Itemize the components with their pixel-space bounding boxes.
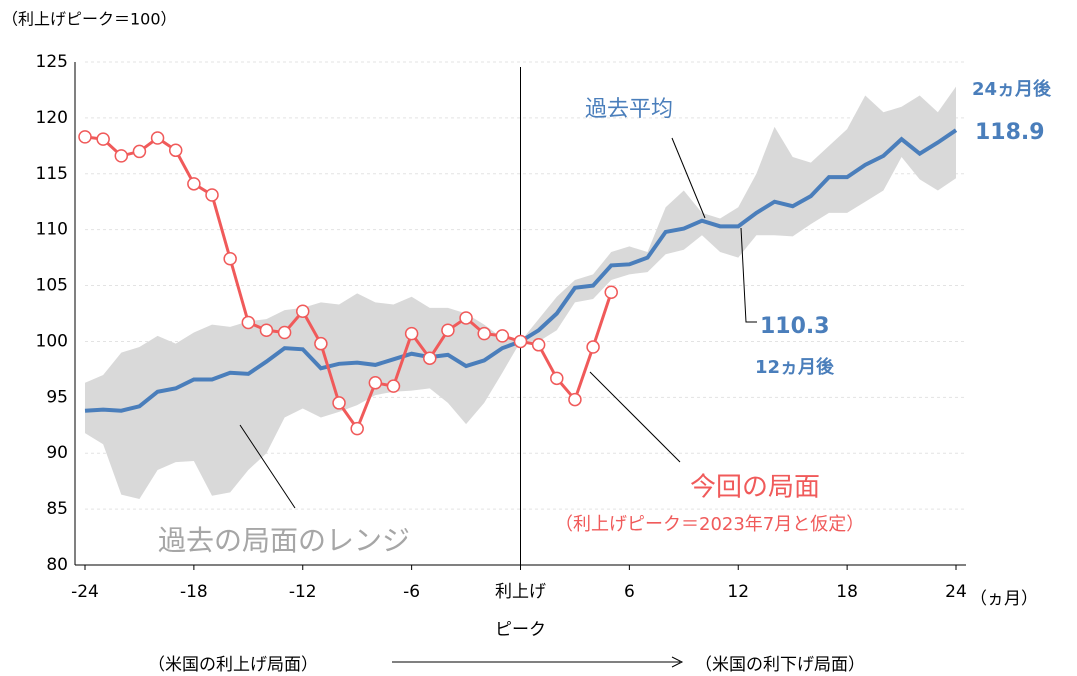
point — [350, 421, 364, 436]
y-tick-label: 100 — [36, 331, 68, 351]
x-tick-label: -18 — [179, 582, 208, 602]
y-tick-label: 120 — [36, 108, 68, 128]
point — [241, 315, 256, 330]
point — [296, 304, 310, 319]
point — [96, 132, 110, 146]
y-tick-label: 85 — [46, 499, 68, 519]
x-tick-label: -12 — [288, 582, 317, 602]
y-label: （利上げピーク＝100） — [2, 10, 177, 29]
leader — [239, 424, 296, 509]
point — [150, 131, 165, 145]
point — [423, 351, 437, 365]
point — [459, 311, 473, 325]
point — [477, 326, 491, 341]
point — [132, 144, 147, 159]
leader — [671, 137, 706, 219]
arrow-head — [671, 656, 684, 668]
point — [513, 334, 528, 349]
y-tick-label: 80 — [46, 555, 68, 575]
point — [568, 392, 582, 407]
point — [441, 323, 455, 338]
x-tick-label: 24 — [945, 582, 967, 602]
annotation: （利上げピーク＝2023年7月と仮定） — [555, 514, 864, 535]
point — [495, 329, 510, 343]
y-tick-label: 115 — [36, 164, 68, 184]
y-tick-label: 110 — [36, 220, 68, 240]
range-band — [85, 86, 956, 500]
annotation: 24ヵ月後 — [972, 78, 1052, 100]
y-tick-label: 105 — [36, 276, 68, 296]
x-tick-label: -24 — [71, 582, 99, 602]
x-note: （米国の利下げ局面） — [695, 655, 865, 675]
point — [550, 371, 564, 386]
point — [223, 251, 237, 266]
point — [586, 340, 600, 354]
value-label: 118.9 — [975, 120, 1045, 145]
y-tick-label: 125 — [36, 52, 68, 72]
point — [368, 376, 383, 390]
x-tick-label: 12 — [727, 582, 750, 602]
leader — [589, 371, 681, 463]
x-note: （米国の利上げ局面） — [148, 655, 318, 675]
y-tick-label: 90 — [46, 443, 68, 463]
leader — [740, 227, 757, 323]
point — [259, 323, 274, 338]
y-tick-label: 95 — [46, 387, 68, 407]
x-tick-label: 利上げ ピーク — [495, 582, 546, 640]
x-unit: （ヵ月） — [970, 589, 1038, 609]
x-tick-label: 18 — [836, 582, 858, 602]
point — [78, 130, 92, 144]
x-tick-label: 6 — [623, 582, 635, 602]
point — [386, 379, 401, 393]
point — [332, 396, 346, 410]
series-label: 過去平均 — [585, 97, 673, 122]
point — [114, 149, 129, 163]
series-label: 過去の局面のレンジ — [158, 524, 410, 557]
series-label: 今回の局面 — [690, 473, 820, 503]
point — [205, 188, 219, 202]
point — [604, 285, 618, 300]
x-tick-label: -6 — [403, 582, 421, 602]
point — [314, 336, 328, 351]
point — [277, 325, 292, 340]
point — [531, 338, 546, 352]
annotation: 12ヵ月後 — [755, 356, 835, 378]
point — [404, 326, 419, 341]
point — [187, 177, 201, 191]
point — [168, 143, 183, 158]
value-label: 110.3 — [760, 314, 830, 339]
